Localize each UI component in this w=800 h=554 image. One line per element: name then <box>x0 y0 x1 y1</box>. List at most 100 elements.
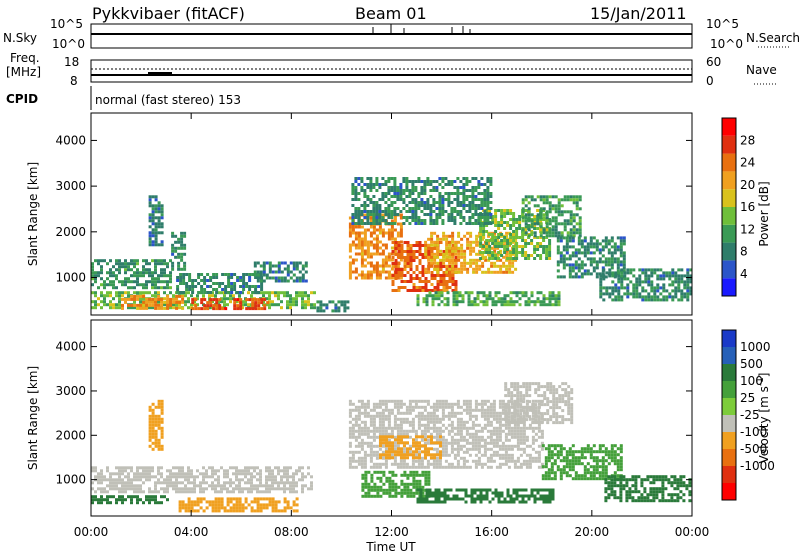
heatmap-cell <box>196 303 199 307</box>
heatmap-cell <box>378 432 382 436</box>
heatmap-cell <box>387 234 391 238</box>
heatmap-cell <box>163 280 166 284</box>
heatmap-cell <box>436 255 440 259</box>
heatmap-cell <box>118 262 121 266</box>
heatmap-cell <box>406 280 410 283</box>
heatmap-cell <box>415 444 418 448</box>
heatmap-cell <box>477 183 481 186</box>
heatmap-cell <box>511 258 515 262</box>
heatmap-cell <box>480 444 484 448</box>
heatmap-cell <box>563 219 567 223</box>
heatmap-cell <box>298 279 302 283</box>
heatmap-cell <box>444 405 448 409</box>
heatmap-cell <box>185 285 189 288</box>
heatmap-cell <box>387 198 391 201</box>
heatmap-cell <box>425 303 429 307</box>
heatmap-cell <box>220 300 223 304</box>
heatmap-cell <box>200 307 204 311</box>
heatmap-cell <box>548 219 552 223</box>
heatmap-cell <box>509 209 513 212</box>
heatmap-cell <box>459 444 463 448</box>
heatmap-cell <box>433 243 437 247</box>
heatmap-cell <box>351 183 355 186</box>
heatmap-cell <box>537 453 541 457</box>
heatmap-cell <box>94 498 97 502</box>
heatmap-cell <box>530 198 534 202</box>
heatmap-cell <box>429 189 433 192</box>
heatmap-cell <box>319 309 323 313</box>
heatmap-cell <box>169 259 172 263</box>
heatmap-cell <box>154 240 158 244</box>
heatmap-cell <box>351 186 355 189</box>
heatmap-cell <box>467 294 471 298</box>
heatmap-cell <box>477 222 481 225</box>
heatmap-cell <box>360 258 364 262</box>
heatmap-cell <box>223 469 226 473</box>
heatmap-cell <box>310 475 313 479</box>
heatmap-cell <box>316 306 320 310</box>
heatmap-cell <box>406 453 409 457</box>
heatmap-cell <box>354 189 358 192</box>
heatmap-cell <box>516 447 520 451</box>
heatmap-cell <box>239 298 243 302</box>
heatmap-cell <box>450 219 454 222</box>
heatmap-cell <box>391 456 394 460</box>
heatmap-cell <box>253 487 256 491</box>
heatmap-cell <box>399 210 403 213</box>
heatmap-cell <box>468 216 472 219</box>
heatmap-cell <box>381 249 385 253</box>
heatmap-cell <box>251 298 255 302</box>
heatmap-cell <box>592 251 596 255</box>
heatmap-cell <box>295 484 298 488</box>
heatmap-cell <box>115 262 118 266</box>
heatmap-cell <box>259 475 262 479</box>
heatmap-cell <box>160 286 163 290</box>
heatmap-cell <box>460 249 464 253</box>
heatmap-cell <box>151 195 155 199</box>
heatmap-cell <box>483 183 487 186</box>
heatmap-cell <box>440 294 444 298</box>
heatmap-cell <box>91 469 94 473</box>
heatmap-cell <box>580 242 584 246</box>
heatmap-cell <box>445 289 449 292</box>
heatmap-cell <box>487 258 491 262</box>
heatmap-cell <box>505 270 509 274</box>
heatmap-cell <box>399 195 403 198</box>
heatmap-cell <box>397 250 401 253</box>
heatmap-cell <box>351 261 355 265</box>
heatmap-cell <box>501 417 505 421</box>
heatmap-cell <box>417 219 421 222</box>
heatmap-cell <box>641 271 645 275</box>
heatmap-cell <box>390 216 394 219</box>
heatmap-cell <box>601 260 605 264</box>
heatmap-cell <box>130 268 133 272</box>
heatmap-cell <box>408 201 412 204</box>
heatmap-cell <box>271 481 274 485</box>
heatmap-cell <box>369 264 373 268</box>
power-colorbar-swatch <box>722 224 736 243</box>
heatmap-cell <box>548 234 552 238</box>
heatmap-cell <box>421 253 425 256</box>
heatmap-cell <box>438 465 442 469</box>
heatmap-cell <box>680 295 684 299</box>
heatmap-cell <box>444 402 448 406</box>
heatmap-cell <box>166 280 169 284</box>
heatmap-cell <box>501 405 505 409</box>
heatmap-cell <box>394 289 398 292</box>
heatmap-cell <box>513 432 517 436</box>
heatmap-cell <box>399 402 403 406</box>
heatmap-cell <box>230 291 234 294</box>
heatmap-cell <box>236 276 240 279</box>
heatmap-cell <box>372 243 376 247</box>
heatmap-cell <box>424 252 428 256</box>
heatmap-cell <box>391 289 395 292</box>
heatmap-cell <box>444 453 448 457</box>
heatmap-cell <box>506 303 510 307</box>
heatmap-cell <box>455 297 459 301</box>
heatmap-cell <box>280 306 283 310</box>
heatmap-cell <box>424 270 428 274</box>
heatmap-cell <box>366 177 370 180</box>
heatmap-cell <box>190 294 193 298</box>
heatmap-cell <box>271 264 275 268</box>
heatmap-cell <box>509 227 513 230</box>
